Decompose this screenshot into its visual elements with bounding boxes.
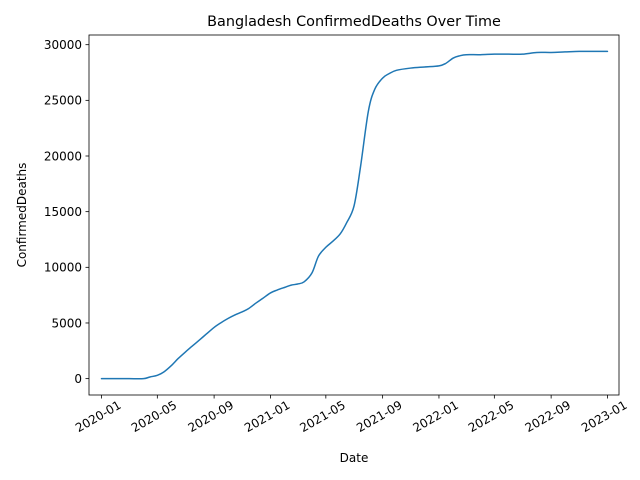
x-tick-label: 2021-05 bbox=[297, 398, 347, 435]
x-tick-label: 2020-05 bbox=[129, 398, 179, 435]
plot-frame bbox=[88, 34, 620, 396]
x-tick-label: 2023-01 bbox=[579, 398, 629, 435]
x-tick-label: 2022-09 bbox=[523, 398, 573, 435]
y-tick-label: 25000 bbox=[44, 94, 82, 108]
plot-area bbox=[100, 50, 609, 380]
x-axis-label: Date bbox=[340, 451, 369, 465]
y-tick-label: 10000 bbox=[44, 261, 82, 275]
x-tick-label: 2021-09 bbox=[354, 398, 404, 435]
chart-title: Bangladesh ConfirmedDeaths Over Time bbox=[207, 14, 501, 30]
y-tick-label: 30000 bbox=[44, 38, 82, 52]
x-tick-label: 2021-01 bbox=[242, 398, 292, 435]
x-tick-label: 2022-05 bbox=[466, 398, 516, 435]
x-tick-label: 2020-01 bbox=[73, 398, 123, 435]
series-line-0 bbox=[100, 50, 609, 380]
y-axis-label: ConfirmedDeaths bbox=[15, 163, 29, 268]
y-axis-ticks: 0 5000 10000 15000 20000 25000 30000 bbox=[44, 38, 89, 386]
x-axis-ticks: 2020-01 2020-05 2020-09 2021-01 2021-05 2021-… bbox=[73, 395, 629, 435]
x-tick-label: 2022-01 bbox=[410, 398, 460, 435]
y-tick-label: 5000 bbox=[51, 316, 82, 330]
y-tick-label: 0 bbox=[74, 372, 82, 386]
x-tick-label: 2020-09 bbox=[186, 398, 236, 435]
y-tick-label: 20000 bbox=[44, 149, 82, 163]
y-tick-label: 15000 bbox=[44, 205, 82, 219]
